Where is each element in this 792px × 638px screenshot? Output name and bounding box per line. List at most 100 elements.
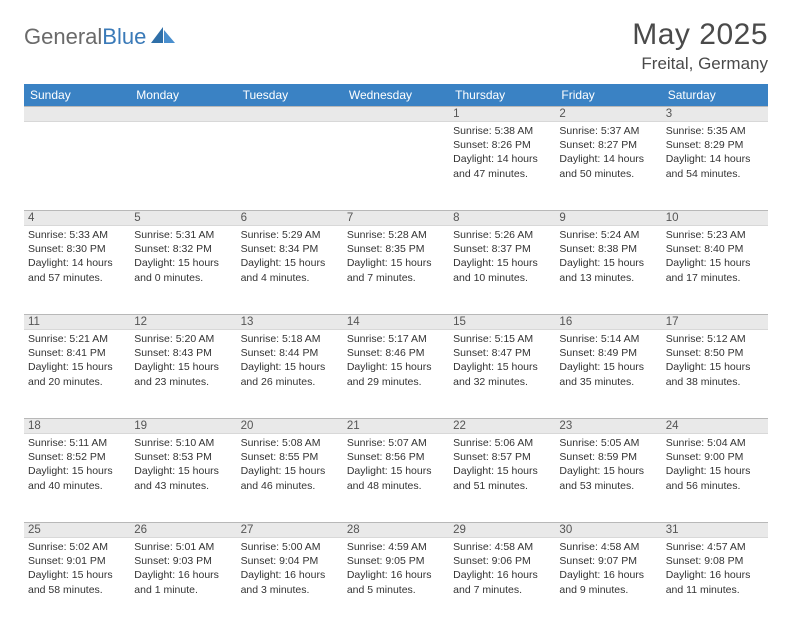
weekday-header-row: Sunday Monday Tuesday Wednesday Thursday… — [24, 84, 768, 106]
sunrise-text: Sunrise: 4:58 AM — [453, 540, 551, 554]
daylight-text: Daylight: 15 hours and 58 minutes. — [28, 568, 126, 596]
day-number: 6 — [237, 210, 343, 226]
day-cell: Sunrise: 5:26 AMSunset: 8:37 PMDaylight:… — [449, 226, 555, 314]
daylight-text: Daylight: 16 hours and 5 minutes. — [347, 568, 445, 596]
day-number: 11 — [24, 314, 130, 330]
day-number: 19 — [130, 418, 236, 434]
daylight-text: Daylight: 15 hours and 29 minutes. — [347, 360, 445, 388]
sunset-text: Sunset: 8:59 PM — [559, 450, 657, 464]
sunrise-text: Sunrise: 5:11 AM — [28, 436, 126, 450]
weekday-header: Thursday — [449, 84, 555, 106]
day-number: 4 — [24, 210, 130, 226]
brand-name: GeneralBlue — [24, 24, 146, 50]
day-number: 30 — [555, 522, 661, 538]
day-number: 27 — [237, 522, 343, 538]
day-cell — [343, 122, 449, 210]
sunset-text: Sunset: 8:52 PM — [28, 450, 126, 464]
sunrise-text: Sunrise: 5:17 AM — [347, 332, 445, 346]
day-cell: Sunrise: 5:17 AMSunset: 8:46 PMDaylight:… — [343, 330, 449, 418]
day-cell: Sunrise: 5:35 AMSunset: 8:29 PMDaylight:… — [662, 122, 768, 210]
day-cell: Sunrise: 4:57 AMSunset: 9:08 PMDaylight:… — [662, 538, 768, 626]
day-cell: Sunrise: 5:28 AMSunset: 8:35 PMDaylight:… — [343, 226, 449, 314]
day-number: 23 — [555, 418, 661, 434]
day-cell — [237, 122, 343, 210]
sunset-text: Sunset: 8:40 PM — [666, 242, 764, 256]
day-cell: Sunrise: 5:33 AMSunset: 8:30 PMDaylight:… — [24, 226, 130, 314]
day-number — [24, 106, 130, 122]
sunset-text: Sunset: 8:55 PM — [241, 450, 339, 464]
sunrise-text: Sunrise: 5:07 AM — [347, 436, 445, 450]
daylight-text: Daylight: 15 hours and 35 minutes. — [559, 360, 657, 388]
sunset-text: Sunset: 8:38 PM — [559, 242, 657, 256]
daylight-text: Daylight: 15 hours and 38 minutes. — [666, 360, 764, 388]
week-row: Sunrise: 5:38 AMSunset: 8:26 PMDaylight:… — [24, 122, 768, 210]
sunset-text: Sunset: 9:07 PM — [559, 554, 657, 568]
day-number: 13 — [237, 314, 343, 330]
day-cell: Sunrise: 5:00 AMSunset: 9:04 PMDaylight:… — [237, 538, 343, 626]
day-number: 10 — [662, 210, 768, 226]
day-number: 29 — [449, 522, 555, 538]
sunset-text: Sunset: 8:29 PM — [666, 138, 764, 152]
daylight-text: Daylight: 15 hours and 48 minutes. — [347, 464, 445, 492]
day-cell: Sunrise: 5:21 AMSunset: 8:41 PMDaylight:… — [24, 330, 130, 418]
sunset-text: Sunset: 8:47 PM — [453, 346, 551, 360]
sunrise-text: Sunrise: 5:28 AM — [347, 228, 445, 242]
day-cell: Sunrise: 5:08 AMSunset: 8:55 PMDaylight:… — [237, 434, 343, 522]
daylight-text: Daylight: 15 hours and 43 minutes. — [134, 464, 232, 492]
sunrise-text: Sunrise: 5:37 AM — [559, 124, 657, 138]
sunrise-text: Sunrise: 5:33 AM — [28, 228, 126, 242]
day-number: 14 — [343, 314, 449, 330]
day-cell: Sunrise: 5:04 AMSunset: 9:00 PMDaylight:… — [662, 434, 768, 522]
daylight-text: Daylight: 15 hours and 51 minutes. — [453, 464, 551, 492]
sunrise-text: Sunrise: 5:24 AM — [559, 228, 657, 242]
daylight-text: Daylight: 15 hours and 0 minutes. — [134, 256, 232, 284]
day-number: 26 — [130, 522, 236, 538]
day-number — [237, 106, 343, 122]
weekday-header: Wednesday — [343, 84, 449, 106]
daylight-text: Daylight: 15 hours and 46 minutes. — [241, 464, 339, 492]
day-cell: Sunrise: 4:59 AMSunset: 9:05 PMDaylight:… — [343, 538, 449, 626]
page-header: GeneralBlue May 2025 Freital, Germany — [24, 18, 768, 74]
day-cell: Sunrise: 5:23 AMSunset: 8:40 PMDaylight:… — [662, 226, 768, 314]
day-number — [343, 106, 449, 122]
day-cell: Sunrise: 5:11 AMSunset: 8:52 PMDaylight:… — [24, 434, 130, 522]
day-number: 12 — [130, 314, 236, 330]
brand-logo: GeneralBlue — [24, 18, 176, 50]
sunset-text: Sunset: 8:46 PM — [347, 346, 445, 360]
location-label: Freital, Germany — [632, 54, 768, 74]
day-number: 9 — [555, 210, 661, 226]
sunset-text: Sunset: 8:57 PM — [453, 450, 551, 464]
calendar-page: GeneralBlue May 2025 Freital, Germany Su… — [0, 0, 792, 638]
day-number-row: 45678910 — [24, 210, 768, 226]
sunrise-text: Sunrise: 5:35 AM — [666, 124, 764, 138]
day-cell: Sunrise: 5:12 AMSunset: 8:50 PMDaylight:… — [662, 330, 768, 418]
daylight-text: Daylight: 15 hours and 23 minutes. — [134, 360, 232, 388]
day-number: 15 — [449, 314, 555, 330]
day-cell: Sunrise: 5:24 AMSunset: 8:38 PMDaylight:… — [555, 226, 661, 314]
sunrise-text: Sunrise: 4:57 AM — [666, 540, 764, 554]
daylight-text: Daylight: 16 hours and 11 minutes. — [666, 568, 764, 596]
day-cell: Sunrise: 5:10 AMSunset: 8:53 PMDaylight:… — [130, 434, 236, 522]
week-row: Sunrise: 5:33 AMSunset: 8:30 PM Daylight:… — [24, 226, 768, 314]
sunrise-text: Sunrise: 5:00 AM — [241, 540, 339, 554]
sunrise-text: Sunrise: 5:15 AM — [453, 332, 551, 346]
day-number: 16 — [555, 314, 661, 330]
sunrise-text: Sunrise: 5:20 AM — [134, 332, 232, 346]
sunrise-text: Sunrise: 5:12 AM — [666, 332, 764, 346]
daylight-text: Daylight: 15 hours and 17 minutes. — [666, 256, 764, 284]
sunset-text: Sunset: 8:35 PM — [347, 242, 445, 256]
day-number — [130, 106, 236, 122]
sunrise-text: Sunrise: 5:14 AM — [559, 332, 657, 346]
daylight-text: Daylight: 14 hours and 54 minutes. — [666, 152, 764, 180]
sunset-text: Sunset: 8:27 PM — [559, 138, 657, 152]
month-title: May 2025 — [632, 18, 768, 52]
daylight-text: Daylight: 15 hours and 56 minutes. — [666, 464, 764, 492]
day-cell: Sunrise: 5:38 AMSunset: 8:26 PMDaylight:… — [449, 122, 555, 210]
sunset-text: Sunset: 8:56 PM — [347, 450, 445, 464]
day-number: 8 — [449, 210, 555, 226]
week-row: Sunrise: 5:21 AMSunset: 8:41 PMDaylight:… — [24, 330, 768, 418]
daylight-text: Daylight: 14 hours and 50 minutes. — [559, 152, 657, 180]
daylight-text: Daylight: 15 hours and 4 minutes. — [241, 256, 339, 284]
sail-icon — [150, 25, 176, 50]
sunset-text: Sunset: 8:30 PM — [28, 242, 126, 256]
